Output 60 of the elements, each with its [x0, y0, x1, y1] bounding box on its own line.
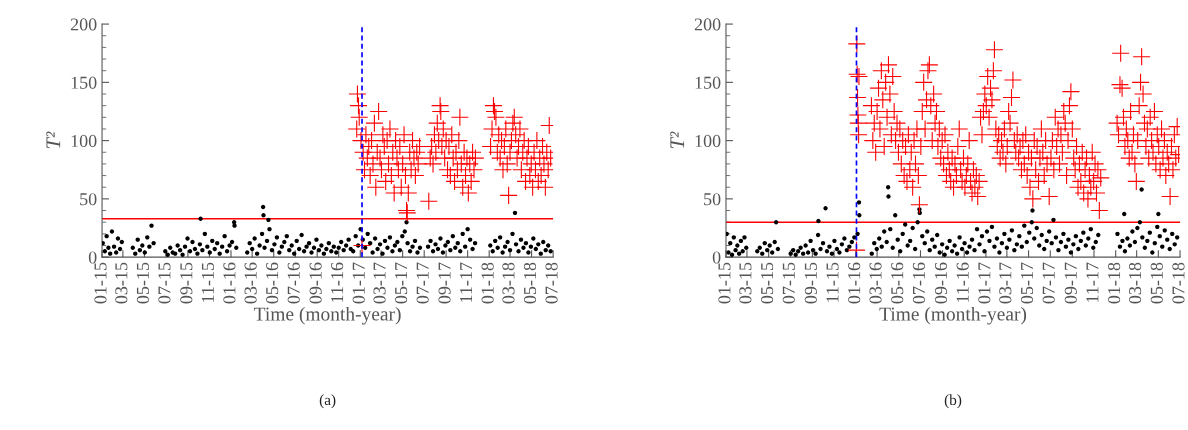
- x-tick-label: 03-18: [1129, 262, 1142, 304]
- y-axis-title: T²: [46, 131, 61, 149]
- x-axis-title: Time (month-year): [254, 306, 401, 325]
- x-tick-label: 05-15: [760, 262, 774, 304]
- x-tick-label: 11-16: [331, 262, 344, 302]
- x-tick-label: 07-17: [416, 262, 429, 304]
- y-tick-label: 100: [71, 134, 97, 148]
- x-tick-label: 11-17: [460, 262, 472, 302]
- x-tick-label: 03-17: [373, 262, 386, 304]
- x-tick-label: 09-16: [309, 262, 322, 304]
- x-axis-title: Time (month-year): [879, 306, 1027, 325]
- y-tick-label: 150: [695, 76, 721, 89]
- x-tick-label: 03-15: [115, 262, 128, 304]
- x-tick-label: 07-17: [1042, 262, 1055, 304]
- x-tick-label: 03-17: [999, 262, 1012, 304]
- x-tick-label: 07-15: [158, 262, 171, 304]
- x-tick-label: 01-16: [848, 262, 861, 304]
- y-axis-title: T²: [670, 131, 685, 149]
- x-tick-label: 07-18: [1172, 262, 1185, 304]
- x-tick-label: 07-15: [782, 262, 795, 304]
- x-tick-label: 11-15: [201, 262, 214, 302]
- y-tick-label: 50: [80, 193, 97, 206]
- y-tick-label: 100: [695, 134, 721, 148]
- y-tick-label: 0: [88, 251, 97, 264]
- x-tick-label: 05-16: [891, 262, 904, 304]
- text: (a): [319, 394, 336, 409]
- x-tick-label: 01-16: [223, 262, 236, 304]
- x-tick-label: 05-16: [266, 262, 279, 304]
- y-tick-label: 150: [71, 76, 97, 89]
- x-tick-label: 05-18: [523, 262, 537, 304]
- x-tick-label: 03-15: [739, 262, 752, 304]
- text: (b): [944, 394, 962, 409]
- x-tick-label: 05-18: [1150, 262, 1163, 304]
- x-tick-label: 05-17: [394, 262, 408, 304]
- x-tick-label: 01-18: [1108, 262, 1121, 304]
- x-tick-label: 03-16: [244, 262, 257, 304]
- x-tick-label: 07-18: [545, 262, 558, 304]
- x-tick-label: 01-17: [978, 262, 991, 304]
- y-tick-label: 0: [712, 251, 721, 264]
- x-tick-label: 11-15: [826, 262, 839, 302]
- x-tick-label: 09-15: [180, 262, 193, 304]
- x-tick-label: 01-18: [481, 262, 494, 304]
- x-tick-label: 03-16: [869, 262, 882, 304]
- x-tick-label: 01-15: [94, 262, 107, 304]
- x-tick-label: 09-16: [934, 262, 948, 304]
- x-tick-label: 01-17: [352, 262, 365, 304]
- y-tick-label: 200: [694, 18, 721, 31]
- x-tick-label: 07-16: [912, 262, 925, 304]
- y-tick-label: 200: [70, 18, 97, 31]
- x-tick-label: 01-15: [718, 262, 731, 304]
- x-tick-label: 11-17: [1086, 262, 1099, 302]
- x-tick-label: 11-16: [956, 262, 969, 302]
- x-tick-label: 05-15: [136, 262, 149, 304]
- x-tick-label: 09-15: [804, 262, 817, 304]
- x-tick-label: 03-18: [502, 262, 515, 304]
- x-tick-label: 09-17: [1064, 262, 1077, 304]
- x-tick-label: 09-17: [438, 262, 451, 304]
- x-tick-label: 07-16: [287, 262, 300, 304]
- y-tick-label: 50: [704, 193, 721, 206]
- x-tick-label: 05-17: [1020, 262, 1034, 304]
